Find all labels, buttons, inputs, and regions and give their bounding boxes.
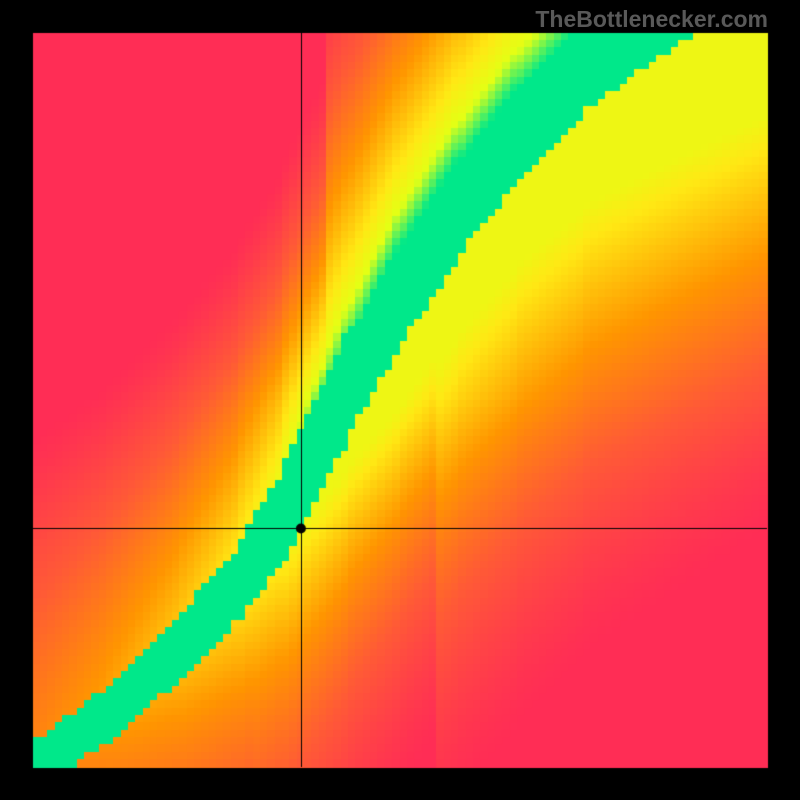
bottleneck-heatmap — [0, 0, 800, 800]
watermark-text: TheBottlenecker.com — [535, 6, 768, 33]
figure-container: TheBottlenecker.com — [0, 0, 800, 800]
